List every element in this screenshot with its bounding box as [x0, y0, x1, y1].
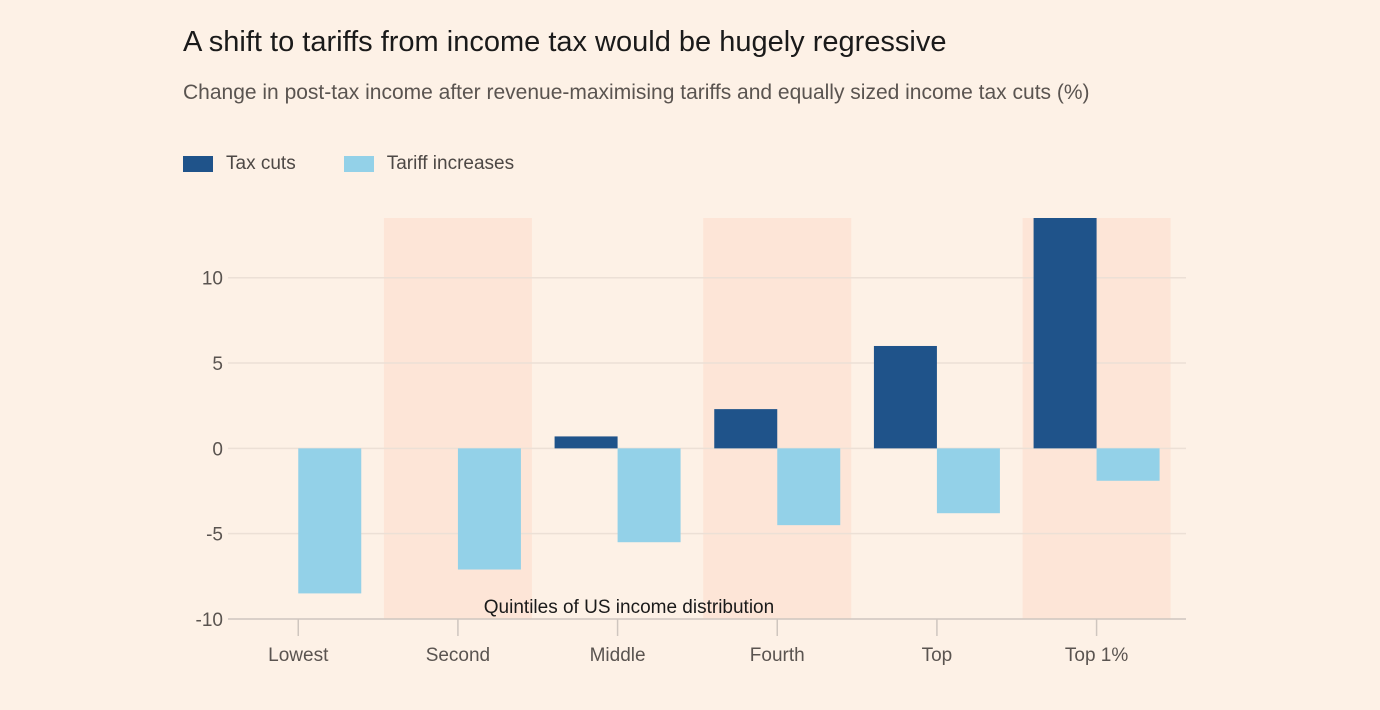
legend-swatch-tax-cuts [183, 156, 213, 172]
bar-tariff-increases [936, 448, 1000, 514]
legend-label-tax-cuts: Tax cuts [226, 153, 296, 174]
y-tick-label: 10 [202, 269, 223, 290]
chart-title: A shift to tariffs from income tax would… [183, 26, 947, 58]
bar-tariff-increases [457, 448, 521, 570]
x-axis-title: Quintiles of US income distribution [484, 597, 774, 618]
legend-label-tariff-increases: Tariff increases [386, 153, 515, 174]
bar-tax-cuts [1033, 218, 1097, 449]
x-tick-label: Lowest [268, 645, 329, 666]
x-tick-label: Second [426, 645, 490, 666]
bar-tax-cuts [554, 436, 618, 449]
bar-tariff-increases [617, 448, 681, 543]
bar-tariff-increases [298, 448, 362, 594]
y-tick-label: 5 [212, 354, 223, 375]
legend-swatch-tariff-increases [343, 156, 374, 172]
legend-item-tax-cuts: Tax cuts [183, 153, 296, 175]
bar-tax-cuts [714, 409, 778, 449]
bar-tariff-increases [777, 448, 841, 526]
legend-item-tariff-increases: Tariff increases [343, 153, 515, 175]
y-tick-label: 0 [212, 439, 223, 460]
bar-tax-cuts [873, 345, 937, 449]
chart-subtitle: Change in post-tax income after revenue-… [183, 81, 1090, 104]
legend: Tax cuts Tariff increases [183, 153, 514, 175]
bar-tariff-increases [1096, 448, 1160, 481]
x-tick-label: Fourth [750, 645, 805, 666]
y-tick-label: -10 [196, 610, 223, 631]
x-tick-label: Top 1% [1065, 645, 1128, 666]
y-tick-label: -5 [206, 525, 223, 546]
x-tick-label: Middle [590, 645, 646, 666]
x-tick-label: Top [922, 645, 953, 666]
